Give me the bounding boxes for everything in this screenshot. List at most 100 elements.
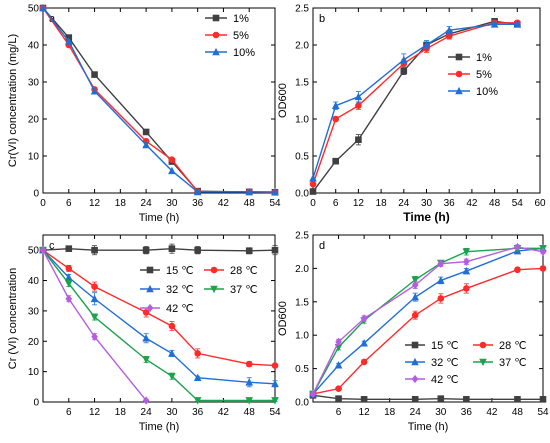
data-point: [463, 396, 470, 403]
data-point: [194, 350, 201, 357]
data-point: [411, 311, 419, 319]
data-point: [271, 187, 279, 196]
x-tick-label: 36: [192, 198, 204, 209]
series-line: [312, 22, 518, 185]
y-tick-label: 2.5: [295, 231, 309, 242]
data-point: [142, 334, 150, 342]
legend-item: 10%: [448, 86, 498, 98]
legend-item: 1%: [448, 52, 492, 64]
data-point: [437, 295, 445, 302]
y-tick-label: 1.0: [295, 115, 309, 126]
x-tick-label: 18: [115, 198, 127, 209]
x-axis-title: Time (h): [139, 212, 180, 224]
data-point: [194, 246, 201, 254]
legend-label: 42 ℃: [431, 374, 459, 386]
y-tick-label: 2.5: [295, 4, 309, 15]
x-tick-label: 36: [444, 198, 456, 209]
x-tick-label: 42: [466, 198, 478, 209]
legend-marker: [411, 357, 419, 366]
data-point: [437, 259, 445, 268]
x-axis-title: Time (h): [139, 421, 180, 433]
series-3: [39, 3, 279, 196]
x-tick-label: 48: [244, 198, 256, 209]
legend-label: 28 ℃: [230, 265, 258, 277]
series-line: [42, 7, 275, 193]
series-3: [39, 246, 279, 388]
x-tick-label: 6: [66, 198, 72, 209]
x-tick-label: 24: [141, 407, 153, 418]
legend-label: 42 ℃: [166, 303, 194, 315]
series-3: [309, 244, 547, 398]
series-1: [39, 243, 279, 256]
data-point: [245, 187, 254, 196]
data-point: [309, 180, 317, 188]
data-point: [193, 187, 202, 196]
data-point: [90, 87, 99, 95]
y-axis-title: Cr(VI) concentration (mg/L): [7, 34, 19, 167]
x-tick-label: 12: [89, 198, 101, 209]
data-point: [245, 397, 254, 405]
y-tick-label: 20: [28, 337, 40, 348]
data-point: [91, 283, 98, 290]
y-tick-label: 20: [28, 115, 40, 126]
x-tick-label: 18: [376, 198, 388, 209]
legend-label: 10%: [233, 47, 255, 59]
y-tick-label: 0.5: [295, 364, 309, 375]
data-point: [335, 385, 342, 392]
legend-label: 1%: [476, 52, 492, 64]
data-point: [411, 276, 420, 284]
y-tick-label: 40: [28, 276, 40, 287]
data-point: [436, 276, 445, 284]
legend-label: 5%: [233, 30, 249, 42]
data-point: [142, 246, 150, 254]
x-tick-label: 48: [244, 407, 256, 418]
data-point: [332, 157, 339, 165]
data-point: [91, 246, 98, 254]
data-point: [462, 248, 471, 256]
data-point: [490, 20, 499, 28]
legend-label: 15 ℃: [166, 265, 194, 277]
x-tick-label: 54: [269, 407, 281, 418]
x-tick-label: 0: [40, 198, 46, 209]
legend-item: 5%: [448, 69, 492, 81]
plot-frame: [42, 234, 276, 403]
series-line: [42, 249, 147, 401]
x-tick-label: 42: [218, 407, 230, 418]
y-tick-label: 0.0: [295, 398, 309, 409]
x-tick-label: 0: [310, 198, 316, 209]
x-tick-label: 24: [141, 198, 153, 209]
x-tick-label: 24: [410, 407, 422, 418]
series-line: [42, 249, 275, 402]
series-5: [39, 246, 150, 405]
data-point: [91, 71, 98, 78]
legend-label: 28 ℃: [499, 340, 527, 352]
x-tick-label: 6: [333, 198, 339, 209]
legend-marker: [146, 303, 154, 313]
x-axis-title: Time (h): [408, 421, 449, 433]
series-1: [309, 18, 521, 195]
legend-marker: [212, 47, 220, 56]
y-tick-label: 40: [28, 41, 40, 52]
series-2: [309, 265, 547, 398]
plot-frame: [42, 7, 276, 194]
data-point: [168, 156, 176, 163]
legend-item: 15 ℃: [405, 340, 459, 352]
y-tick-label: 0.0: [295, 189, 309, 200]
legend-marker: [212, 14, 220, 22]
data-point: [142, 396, 150, 405]
data-point: [142, 356, 150, 364]
series-3: [309, 20, 522, 182]
data-point: [411, 293, 420, 301]
data-point: [168, 166, 176, 175]
data-point: [462, 266, 471, 275]
data-point: [90, 294, 99, 303]
plot-frame: [312, 234, 544, 403]
data-point: [514, 266, 521, 274]
data-point: [271, 397, 279, 405]
data-point: [513, 20, 522, 28]
data-point: [309, 389, 317, 399]
data-point: [65, 265, 73, 272]
legend: 15 ℃ 28 ℃ 32 ℃ 37 ℃ 42 ℃: [405, 340, 527, 386]
panel-label: b: [319, 13, 325, 25]
